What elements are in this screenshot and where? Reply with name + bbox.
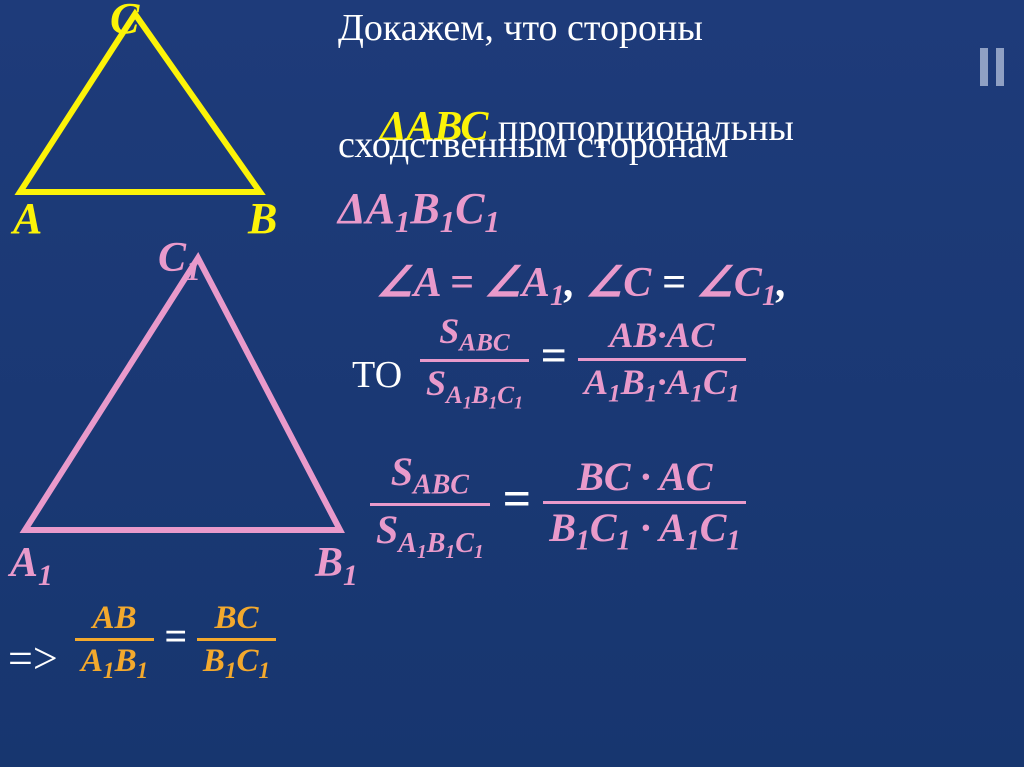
decor-bar — [980, 48, 988, 86]
text-line1: Докажем, что стороны — [338, 8, 703, 50]
implies-arrow: => — [8, 635, 58, 683]
equation-ratio2: SABCSA1B1C1 = BC · ACB1C1 · A1C1 — [370, 450, 746, 563]
decor-bars — [976, 48, 1004, 91]
text-delta-a1b1c1: ΔA1B1C1 — [338, 185, 500, 240]
vertex-a1: A1 — [10, 540, 53, 592]
slide-root: C A B C1 A1 B1 Докажем, что стороны ΔАВС… — [0, 0, 1024, 767]
equation-ratio1: SABCSA1B1C1 = AB·ACA1B1·A1C1 — [420, 312, 746, 412]
equation-conclusion: ABA1B1 = BCB1C1 — [75, 600, 276, 684]
text-to: ТО — [352, 355, 412, 397]
triangle-a1b1c1-shape — [25, 258, 340, 530]
text-line3: сходственным сторонам — [338, 125, 728, 167]
decor-bar — [996, 48, 1004, 86]
vertex-b1: B1 — [315, 540, 358, 592]
equation-angles: ∠A = ∠A1, ∠C = ∠C1, — [376, 260, 787, 312]
vertex-c1: C1 — [158, 235, 201, 287]
